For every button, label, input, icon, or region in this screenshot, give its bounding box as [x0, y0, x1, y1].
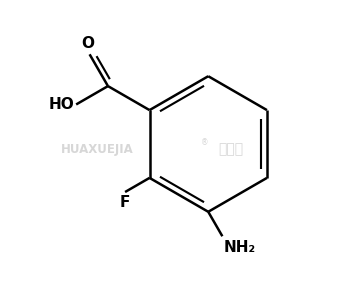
Text: ®: ®: [201, 138, 209, 147]
Text: HO: HO: [48, 97, 74, 112]
Text: 化学加: 化学加: [218, 143, 243, 157]
Text: NH₂: NH₂: [224, 240, 256, 255]
Text: F: F: [120, 195, 130, 211]
Text: HUAXUEJIA: HUAXUEJIA: [61, 143, 134, 156]
Text: O: O: [82, 36, 95, 51]
